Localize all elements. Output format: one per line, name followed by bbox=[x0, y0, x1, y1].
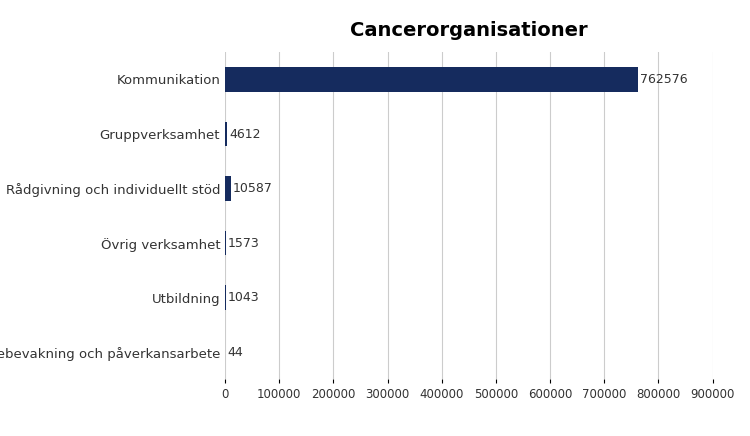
Bar bbox=[225, 122, 227, 146]
Bar bbox=[225, 67, 638, 92]
Text: 10587: 10587 bbox=[233, 182, 273, 195]
Text: 44: 44 bbox=[227, 346, 243, 359]
Title: Cancerorganisationer: Cancerorganisationer bbox=[350, 20, 587, 40]
Text: 4612: 4612 bbox=[230, 127, 261, 140]
Bar bbox=[225, 176, 231, 201]
Bar bbox=[225, 231, 226, 255]
Text: 1573: 1573 bbox=[228, 237, 260, 249]
Text: 762576: 762576 bbox=[640, 73, 688, 86]
Text: 1043: 1043 bbox=[228, 291, 260, 304]
